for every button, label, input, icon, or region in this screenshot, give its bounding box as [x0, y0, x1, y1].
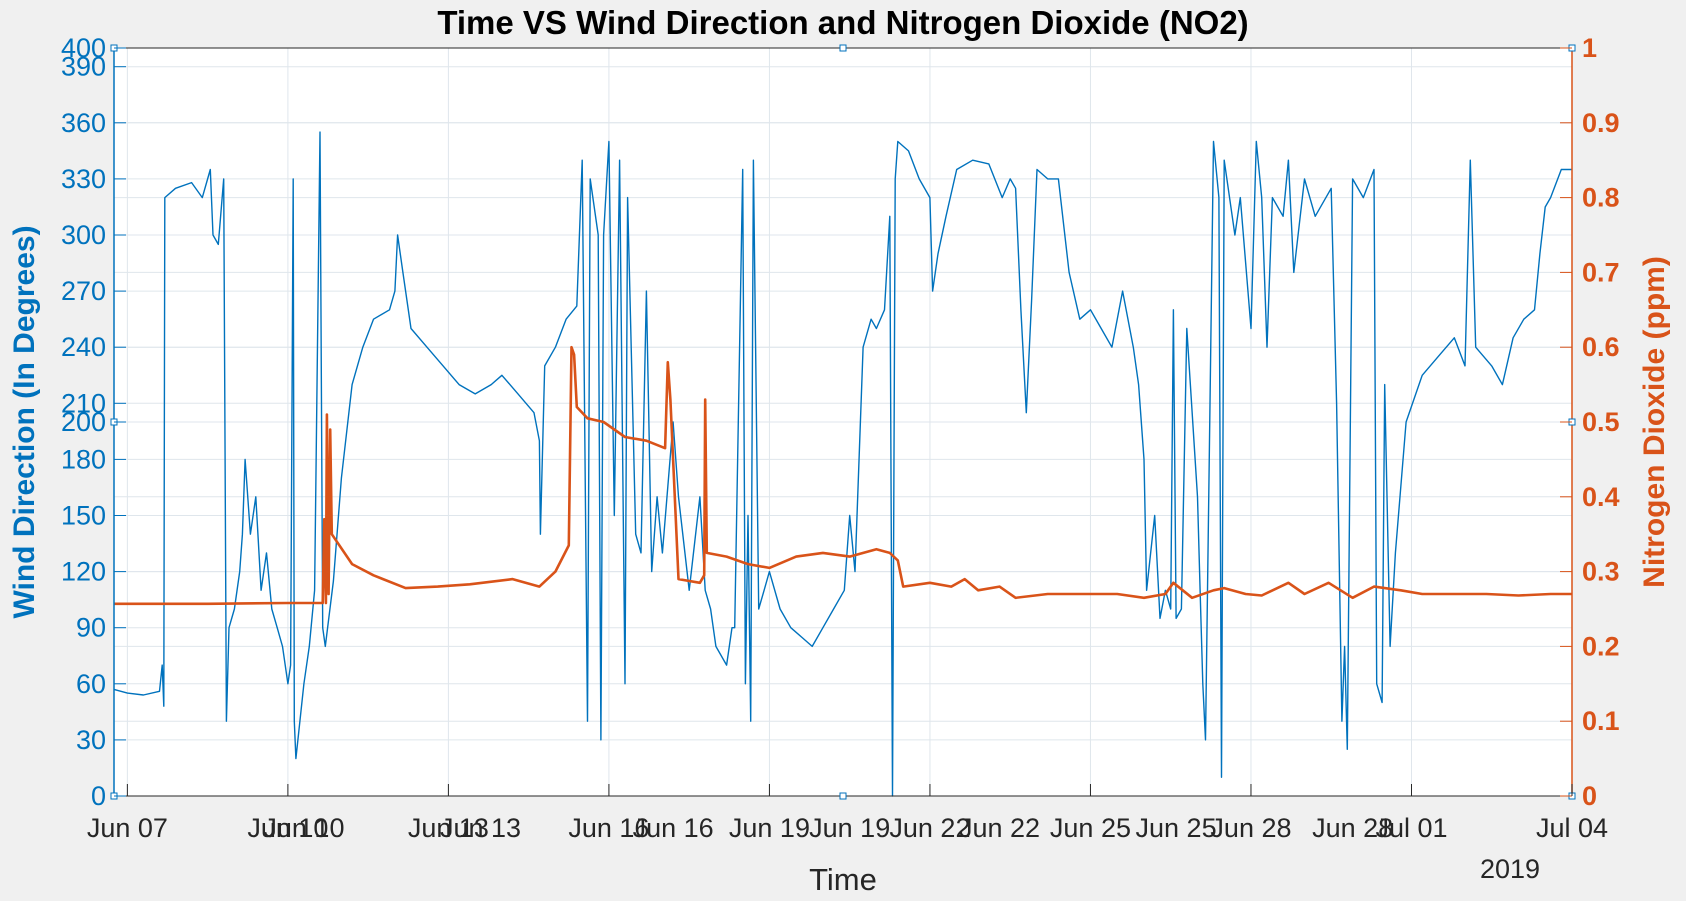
chart-title: Time VS Wind Direction and Nitrogen Diox…	[437, 4, 1248, 41]
y-left-tick-label: 0	[91, 781, 106, 811]
x-axis-year-label: 2019	[1480, 854, 1540, 884]
y-left-tick-label: 390	[61, 52, 106, 82]
y-right-tick-label: 0.4	[1582, 482, 1620, 512]
y-left-tick-label: 180	[61, 444, 106, 474]
y-right-tick-label: 0	[1582, 781, 1597, 811]
y-right-tick-label: 0.1	[1582, 706, 1620, 736]
y-right-tick-label: 0.2	[1582, 631, 1620, 661]
y-left-tick-label: 400	[61, 33, 106, 63]
y-right-tick-label: 0.7	[1582, 257, 1620, 287]
x-tick-label: Jun 13	[408, 813, 489, 843]
series-layer	[113, 131, 1572, 797]
x-tick-label: Jul 01	[1375, 813, 1447, 843]
x-axis-label: Time	[809, 862, 877, 897]
axes-resize-handle[interactable]	[839, 44, 847, 52]
y-right-tick-label: 1	[1582, 33, 1597, 63]
y-left-tick-label: 60	[76, 669, 106, 699]
x-tick-label-overlay: Jun 28	[1312, 813, 1393, 843]
y-right-tick-label: 0.9	[1582, 108, 1620, 138]
x-tick-label: Jul 04	[1536, 813, 1608, 843]
y-left-tick-label: 300	[61, 220, 106, 250]
x-tick-label-overlay: Jun 25	[1136, 813, 1217, 843]
y-left-tick-label: 240	[61, 332, 106, 362]
y-axis-right-label: Nitrogen Dioxide (ppm)	[1638, 256, 1671, 588]
x-tick-label: Jun 10	[247, 813, 328, 843]
y-axis-left-label: Wind Direction (In Degrees)	[8, 225, 41, 618]
x-tick-label: Jun 19	[729, 813, 810, 843]
y-left-tick-label: 360	[61, 108, 106, 138]
series-line-nitrogen-dioxide	[114, 345, 1572, 606]
x-tick-label-overlay: Jun 13	[440, 813, 521, 843]
x-tick-label: Jun 28	[1210, 813, 1291, 843]
x-tick-label-overlay: Jun 22	[959, 813, 1040, 843]
axes	[110, 44, 1576, 800]
x-tick-label-overlay: Jun 19	[809, 813, 890, 843]
x-tick-label-overlay: Jun 10	[263, 813, 344, 843]
x-tick-label: Jun 22	[889, 813, 970, 843]
y-right-tick-label: 0.6	[1582, 332, 1620, 362]
x-tick-label-overlay: Jun 16	[633, 813, 714, 843]
y-right-tick-label: 0.3	[1582, 557, 1620, 587]
y-left-tick-label: 210	[61, 388, 106, 418]
series-line-wind-direction	[113, 131, 1572, 797]
y-left-tick-label: 30	[76, 725, 106, 755]
y-left-tick-label: 90	[76, 613, 106, 643]
y-left-tick-label: 150	[61, 501, 106, 531]
y-left-tick-label: 120	[61, 557, 106, 587]
x-tick-label: Jun 25	[1050, 813, 1131, 843]
y-right-tick-label: 0.5	[1582, 407, 1620, 437]
y-left-tick-label: 330	[61, 164, 106, 194]
x-tick-label: Jun 16	[568, 813, 649, 843]
axes-resize-handle[interactable]	[839, 792, 847, 800]
y-right-tick-label: 0.8	[1582, 183, 1620, 213]
x-tick-label: Jun 07	[87, 813, 168, 843]
y-left-tick-label: 270	[61, 276, 106, 306]
y-left-tick-label: 200	[61, 407, 106, 437]
